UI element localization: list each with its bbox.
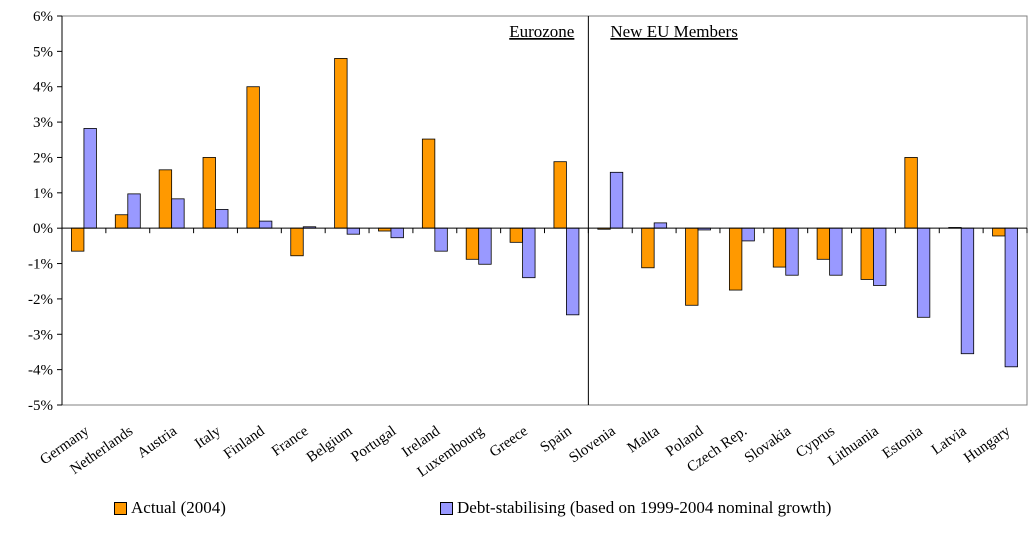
bars xyxy=(71,58,1018,368)
y-tick-label: 3% xyxy=(33,115,53,131)
bar-debt-stabilising-slovenia xyxy=(609,171,624,229)
bar-actual-austria xyxy=(158,169,173,229)
bar-debt-stabilising-netherlands xyxy=(127,193,141,229)
bar-debt-stabilising-italy xyxy=(215,209,229,229)
x-tick-label: Portugal xyxy=(348,423,399,465)
bar-actual-spain xyxy=(553,161,567,229)
x-tick-label: Austria xyxy=(135,423,181,462)
bar-debt-stabilising-lithuania xyxy=(873,227,887,286)
x-tick-label: Estonia xyxy=(880,423,926,462)
bar-debt-stabilising-germany xyxy=(83,128,97,229)
bar-debt-stabilising-ireland xyxy=(434,227,448,252)
bar-actual-malta xyxy=(641,227,655,269)
x-tick-label: Hungary xyxy=(961,423,1014,466)
y-tick-label: -5% xyxy=(28,398,53,414)
x-tick-label: Lithuania xyxy=(826,423,883,469)
x-tick-label: Malta xyxy=(625,423,663,456)
x-tick-label: Italy xyxy=(192,423,224,452)
bar-debt-stabilising-luxembourg xyxy=(478,227,492,265)
bar-actual-belgium xyxy=(334,58,348,229)
bar-debt-stabilising-austria xyxy=(171,198,185,229)
bar-debt-stabilising-greece xyxy=(522,227,536,279)
bar-actual-slovakia xyxy=(772,227,787,268)
bar-debt-stabilising-portugal xyxy=(390,227,404,239)
bar-actual-france xyxy=(290,227,304,257)
x-tick-label: Finland xyxy=(221,423,268,463)
bar-actual-ireland xyxy=(421,138,436,229)
y-tick-label: 2% xyxy=(33,150,53,166)
bar-debt-stabilising-spain xyxy=(566,227,580,316)
y-tick-label: -3% xyxy=(28,327,53,343)
bar-actual-luxembourg xyxy=(465,227,480,260)
y-tick-label: 0% xyxy=(33,221,53,237)
x-tick-label: Slovenia xyxy=(566,423,618,466)
axes xyxy=(57,15,1028,406)
bar-debt-stabilising-hungary xyxy=(1004,227,1018,368)
y-tick-label: 6% xyxy=(33,9,53,25)
y-tick-label: -2% xyxy=(28,292,53,308)
x-tick-label: Slovakia xyxy=(742,423,794,466)
bar-debt-stabilising-czech-rep xyxy=(741,227,755,242)
legend-swatch-actual xyxy=(114,501,127,515)
x-tick-label: Belgium xyxy=(304,423,356,466)
bar-actual-poland xyxy=(685,227,699,306)
legend-swatch-debt-stabilising xyxy=(440,501,453,515)
bar-debt-stabilising-belgium xyxy=(346,227,361,235)
y-tick-label: 5% xyxy=(33,44,53,60)
bar-debt-stabilising-latvia xyxy=(960,227,975,355)
legend-item-debt-stabilising: Debt-stabilising (based on 1999-2004 nom… xyxy=(440,496,831,520)
bar-actual-finland xyxy=(246,86,260,229)
x-tick-label: Greece xyxy=(487,423,531,461)
y-tick-label: 1% xyxy=(33,186,53,202)
legend-item-actual: Actual (2004) xyxy=(114,496,226,520)
annotation-new-eu-members: New EU Members xyxy=(610,22,737,41)
bar-debt-stabilising-slovakia xyxy=(785,227,799,276)
bar-actual-czech-rep xyxy=(728,227,743,291)
legend-label-debt-stabilising: Debt-stabilising (based on 1999-2004 nom… xyxy=(457,498,832,517)
bar-debt-stabilising-malta xyxy=(653,222,668,229)
y-tick-label: -1% xyxy=(28,257,53,273)
bar-debt-stabilising-finland xyxy=(258,220,273,229)
bar-debt-stabilising-estonia xyxy=(916,227,931,318)
bar-actual-greece xyxy=(509,227,523,243)
y-tick-label: 4% xyxy=(33,80,53,96)
legend-label-actual: Actual (2004) xyxy=(131,498,226,517)
bar-actual-germany xyxy=(71,227,85,252)
bar-actual-estonia xyxy=(904,157,918,229)
bar-actual-hungary xyxy=(992,227,1006,237)
annotation-eurozone: Eurozone xyxy=(509,22,574,41)
y-tick-label: -4% xyxy=(28,363,53,379)
bar-actual-lithuania xyxy=(860,227,874,280)
bar-actual-netherlands xyxy=(114,214,129,229)
bar-actual-italy xyxy=(202,157,216,229)
bar-debt-stabilising-cyprus xyxy=(829,227,843,276)
bar-actual-cyprus xyxy=(816,227,831,260)
